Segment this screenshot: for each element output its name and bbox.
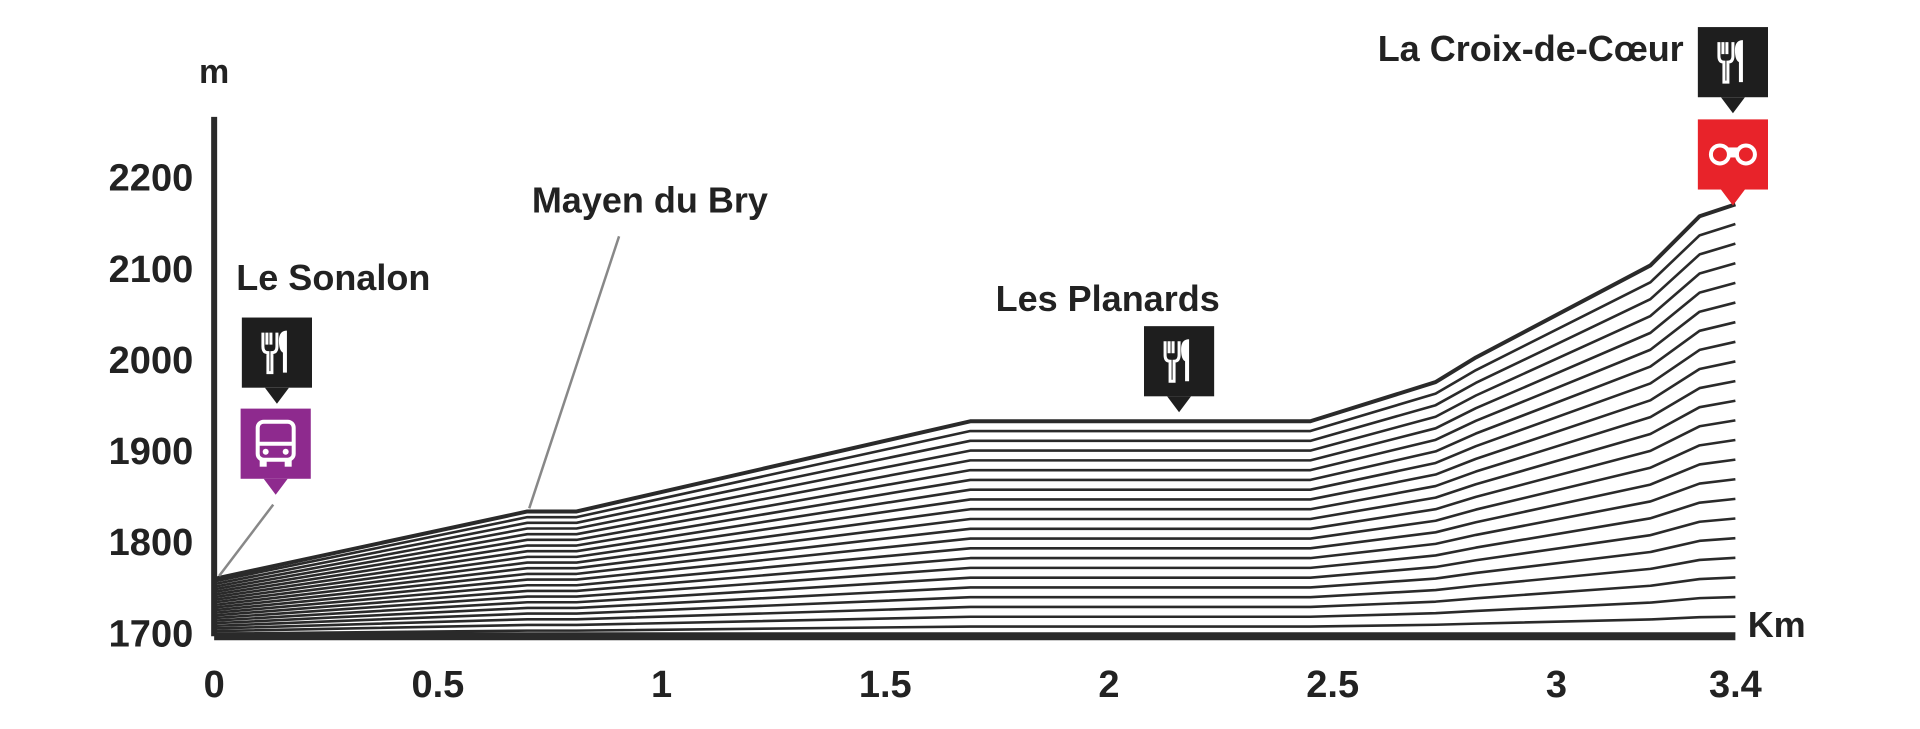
x-tick-label: 3: [1546, 664, 1567, 706]
annotation: Les Planards: [996, 278, 1220, 319]
profile-stripe: [213, 340, 1736, 599]
restaurant-icon: [1697, 27, 1768, 114]
icon-pointer: [1167, 396, 1192, 413]
profile-stripe: [213, 222, 1736, 583]
annotation: Le Sonalon: [236, 257, 430, 298]
leader-line: [528, 235, 621, 509]
annotation: Mayen du Bry: [532, 180, 768, 221]
profile-stripe: [214, 576, 1736, 630]
annotation: La Croix-de-Cœur: [1378, 28, 1684, 69]
profile-stripe: [214, 595, 1736, 633]
x-axis-label: Km: [1748, 604, 1806, 645]
profile-stripe: [213, 320, 1736, 596]
icon-box: [241, 317, 312, 388]
profile-stripe: [214, 419, 1736, 609]
fork: [1163, 341, 1181, 383]
bridge: [1727, 147, 1738, 158]
bus-light: [282, 448, 289, 455]
bus-wheel: [284, 459, 292, 467]
x-tick-label: 3.4: [1709, 664, 1762, 706]
bus-light: [262, 448, 269, 455]
x-tick-label: 1.5: [859, 664, 912, 706]
profile-stripe: [214, 458, 1736, 615]
icon-pointer: [264, 387, 289, 404]
icon-pointer: [263, 478, 288, 495]
knife: [1734, 40, 1743, 83]
y-tick-label: 2000: [109, 340, 194, 382]
leader-line: [218, 503, 275, 577]
profile-stripe: [213, 262, 1736, 589]
profile-stripe: [213, 301, 1736, 594]
x-tick-label: 0: [204, 664, 225, 706]
knife: [278, 330, 287, 373]
y-tick-label: 1700: [109, 613, 194, 655]
profile-stripe: [214, 477, 1736, 617]
y-tick-label: 1800: [109, 522, 194, 564]
x-tick-label: 1: [651, 664, 672, 706]
y-tick-label: 1900: [109, 431, 194, 473]
profile-stripe: [214, 556, 1736, 628]
profile-line: [213, 202, 1737, 581]
profile-stripe: [213, 242, 1736, 586]
profile-stripe: [213, 281, 1736, 591]
profile-stripe: [214, 615, 1736, 635]
profile-stripe: [214, 517, 1736, 622]
fork: [1717, 42, 1735, 84]
icon-box: [1144, 326, 1215, 397]
knife: [1181, 339, 1190, 382]
profile-stripe: [214, 536, 1736, 625]
y-axis-label: m: [199, 53, 229, 91]
bus-wheel: [259, 459, 267, 467]
fork: [261, 332, 279, 375]
icon-pointer: [1720, 97, 1745, 114]
restaurant-icon: [1144, 326, 1215, 413]
profile-stripe: [213, 360, 1736, 602]
profile-stripe: [214, 438, 1736, 612]
restaurant-icon: [241, 317, 312, 404]
profile-stripe: [214, 497, 1736, 620]
profile-stripe: [213, 379, 1736, 604]
viewpoint-icon: [1697, 119, 1768, 206]
profile-stripe: [214, 399, 1736, 607]
icon-box: [1697, 27, 1768, 98]
icon-pointer: [1720, 189, 1745, 206]
bus-body: [255, 419, 296, 462]
x-tick-label: 0.5: [411, 664, 464, 706]
y-tick-label: 2100: [109, 249, 194, 291]
x-tick-label: 2: [1098, 664, 1119, 706]
x-tick-label: 2.5: [1306, 664, 1359, 706]
y-tick-label: 2200: [109, 158, 194, 200]
bus-icon: [240, 408, 311, 495]
